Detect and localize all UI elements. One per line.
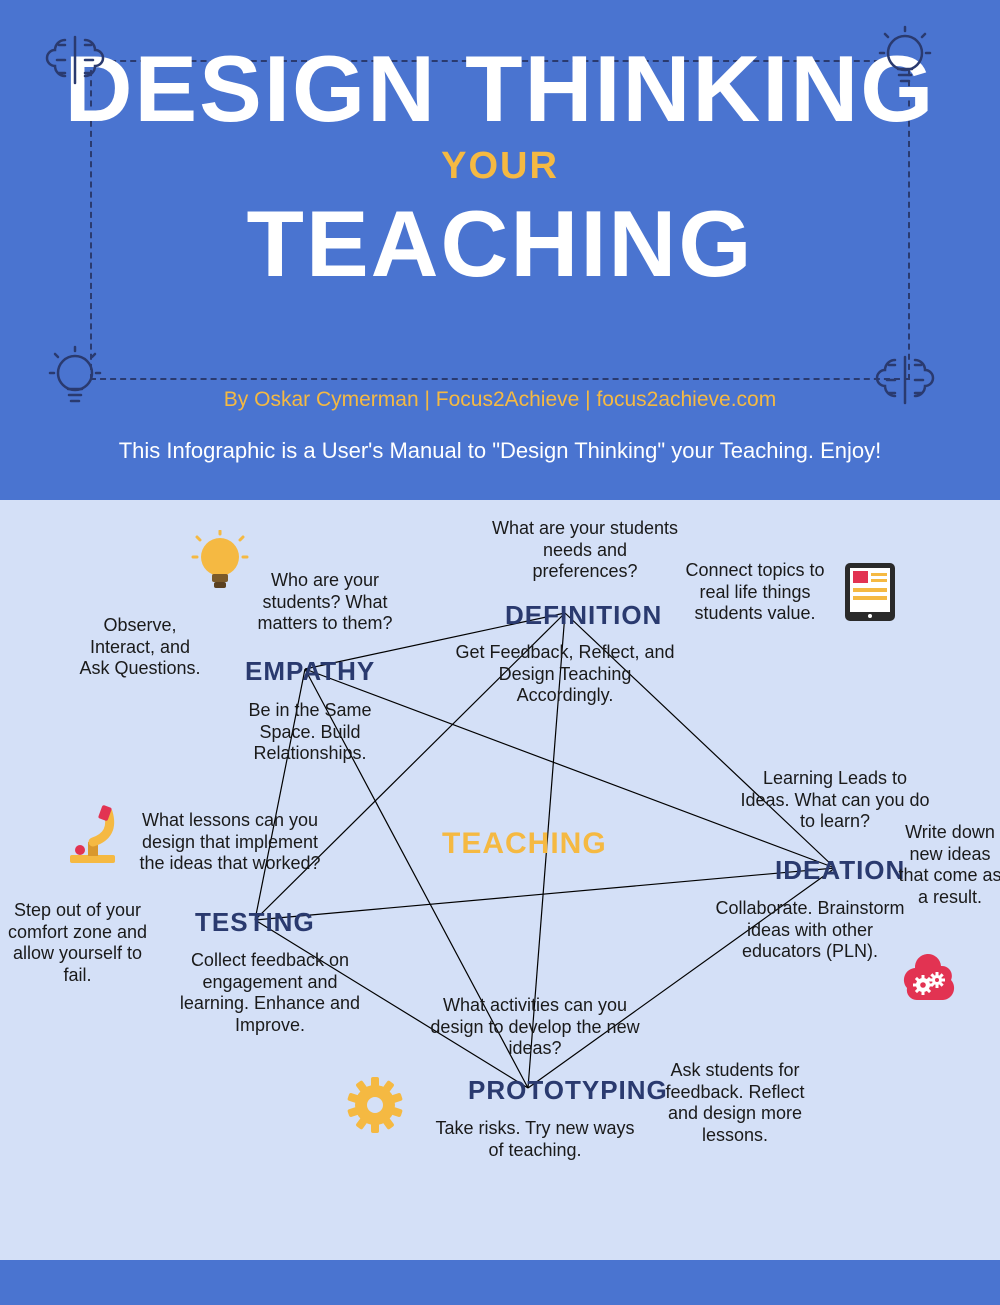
bulb-icon [185, 530, 255, 605]
tablet-icon [835, 555, 905, 630]
node-prototyping: PROTOTYPING [468, 1075, 668, 1106]
node-definition-question: What are your students needs and prefere… [490, 518, 680, 583]
node-ideation: IDEATION [775, 855, 905, 886]
node-empathy: EMPATHY [245, 656, 375, 687]
node-prototyping-tip-0: Take risks. Try new ways of teaching. [435, 1118, 635, 1161]
node-ideation-tip-0: Collaborate. Brainstorm ideas with other… [715, 898, 905, 963]
node-empathy-tip-0: Observe, Interact, and Ask Questions. [75, 615, 205, 680]
brain-icon [40, 25, 110, 100]
node-prototyping-question: What activities can you design to develo… [420, 995, 650, 1060]
node-ideation-tip-1: Write down new ideas that come as a resu… [895, 822, 1000, 908]
node-testing-question: What lessons can you design that impleme… [130, 810, 330, 875]
node-definition-tip-0: Get Feedback, Reflect, and Design Teachi… [450, 642, 680, 707]
bottom-bar [0, 1260, 1000, 1305]
body-panel: TEACHING EMPATHY Who are your students? Wh… [0, 500, 1000, 1260]
bulb-icon [870, 25, 940, 100]
node-prototyping-tip-1: Ask students for feedback. Reflect and d… [660, 1060, 810, 1146]
node-definition: DEFINITION [505, 600, 662, 631]
node-testing-tip-0: Step out of your comfort zone and allow … [0, 900, 155, 986]
center-label: TEACHING [442, 827, 607, 861]
description: This Infographic is a User's Manual to "… [0, 438, 1000, 464]
node-testing: TESTING [195, 907, 315, 938]
title-block: DESIGN THINKING YOUR TEACHING [0, 40, 1000, 293]
title-line-3: TEACHING [0, 195, 1000, 294]
header-panel: DESIGN THINKING YOUR TEACHING By Oskar C… [0, 0, 1000, 500]
title-line-1: DESIGN THINKING [0, 40, 1000, 139]
node-empathy-tip-1: Be in the Same Space. Build Relationship… [225, 700, 395, 765]
node-definition-tip-1: Connect topics to real life things stude… [680, 560, 830, 625]
bulb-icon [40, 345, 110, 420]
brain-icon [870, 345, 940, 420]
byline: By Oskar Cymerman | Focus2Achieve | focu… [0, 388, 1000, 412]
gear-icon [340, 1070, 410, 1145]
title-line-2: YOUR [0, 147, 1000, 187]
node-empathy-question: Who are your students? What matters to t… [245, 570, 405, 635]
brain-gear-icon [895, 950, 965, 1025]
infographic-page: DESIGN THINKING YOUR TEACHING By Oskar C… [0, 0, 1000, 1305]
microscope-icon [60, 800, 130, 875]
node-testing-tip-1: Collect feedback on engagement and learn… [175, 950, 365, 1036]
